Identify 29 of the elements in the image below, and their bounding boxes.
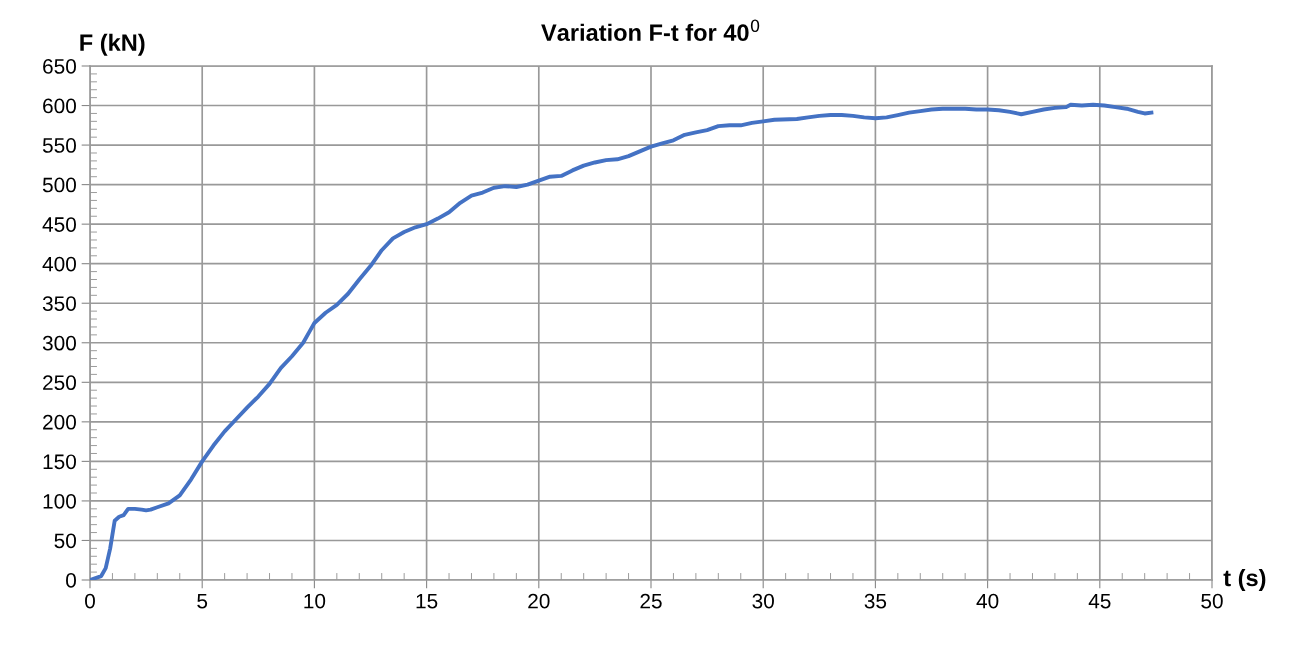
x-tick-label: 15: [416, 593, 438, 609]
y-tick-label: 300: [42, 335, 76, 351]
y-tick-label: 100: [43, 493, 76, 509]
x-tick-label: 30: [752, 593, 774, 609]
x-tick-label: 45: [1088, 593, 1111, 609]
y-tick-label: 250: [43, 375, 76, 391]
x-tick-label: 5: [197, 593, 208, 609]
y-tick-label: 650: [43, 59, 76, 74]
x-tick-label: 20: [528, 593, 550, 609]
x-axis-title: t (s): [1223, 568, 1266, 592]
chart-title: Variation F-t for 40$^{0}$: [541, 19, 760, 42]
y-tick-label: 550: [42, 138, 76, 153]
x-tick-label: 10: [304, 593, 326, 609]
x-tick-label: 25: [640, 593, 662, 609]
y-tick-label: 600: [43, 98, 76, 114]
y-axis-title: F (kN): [80, 33, 145, 56]
y-tick-label: 0: [66, 573, 76, 588]
y-tick-label: 150: [43, 454, 76, 470]
x-tick-label: 35: [864, 593, 887, 609]
x-tick-label: 0: [85, 593, 95, 609]
y-tick-label: 400: [42, 256, 76, 272]
y-tick-label: 350: [42, 296, 76, 311]
x-tick-label: 40: [976, 593, 999, 609]
line-series: [90, 102, 1154, 580]
y-tick-label: 450: [42, 217, 76, 232]
x-tick-label: 50: [1201, 593, 1223, 609]
y-tick-label: 200: [43, 414, 76, 430]
y-tick-label: 50: [54, 533, 76, 549]
y-tick-label: 500: [42, 177, 76, 193]
